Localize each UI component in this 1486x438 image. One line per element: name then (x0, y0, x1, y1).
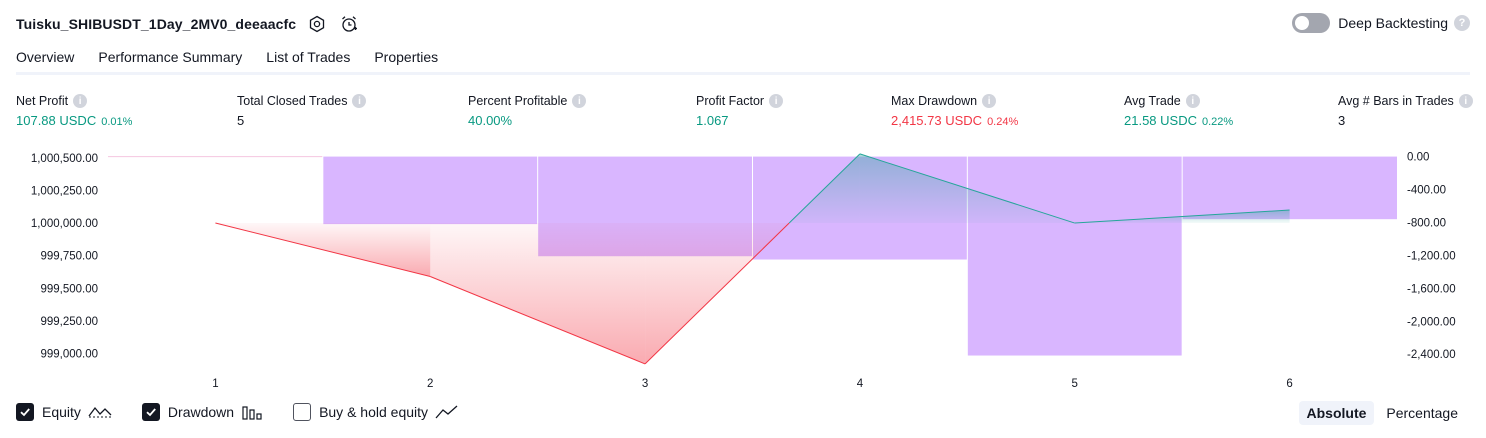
right-axis-tick-label: -1,600.00 (1407, 283, 1456, 295)
legend-label: Drawdown (167, 404, 235, 420)
metric-value: 21.58 USDC (1124, 113, 1197, 128)
equity-line-profit (859, 153, 1075, 224)
metric-avg-trade: Avg Trade i 21.58 USDC 0.22% (1124, 94, 1233, 128)
metric-label: Max Drawdown (891, 94, 978, 108)
right-axis-tick-label: -2,400.00 (1407, 349, 1456, 361)
x-axis-tick-label: 4 (857, 378, 864, 390)
info-icon[interactable]: i (352, 94, 367, 108)
metric-label: Avg # Bars in Trades (1338, 94, 1454, 108)
equity-checkbox[interactable] (16, 403, 34, 421)
left-axis-tick-label: 999,000.00 (40, 348, 98, 360)
equity-line-icon (88, 404, 112, 420)
metric-avg-bars-in-trades: Avg # Bars in Trades i 3 (1338, 94, 1473, 128)
drawdown-checkbox[interactable] (141, 403, 160, 421)
info-icon[interactable]: i (572, 94, 587, 108)
metric-profit-factor: Profit Factor i 1.067 (696, 94, 784, 128)
buy-hold-line-icon (435, 404, 459, 420)
deep-backtesting-toggle[interactable] (1292, 13, 1331, 33)
legend-drawdown[interactable]: Drawdown (141, 403, 263, 421)
legend-equity[interactable]: Equity (16, 403, 112, 421)
x-axis-tick-label: 6 (1286, 378, 1292, 390)
legend-label: Buy & hold equity (319, 404, 429, 420)
metric-percent: 0.22% (1201, 116, 1234, 128)
equity-drawdown-chart[interactable]: 1,000,500.00 1,000,250.00 1,000,000.00 999,… (0, 140, 1486, 395)
metric-value: 5 (237, 113, 245, 128)
deep-backtesting-label: Deep Backtesting (1338, 15, 1448, 31)
metric-value: 3 (1338, 113, 1346, 128)
info-icon[interactable]: i (982, 94, 997, 108)
alarm-add-icon[interactable] (338, 13, 360, 35)
chart-legend: Equity Drawdown Buy & hold equity (16, 403, 489, 421)
legend-buy-hold[interactable]: Buy & hold equity (293, 403, 459, 421)
metric-label: Avg Trade (1124, 94, 1181, 108)
metric-value: 2,415.73 USDC (891, 113, 983, 128)
drawdown-bar (967, 156, 1183, 356)
equity-loss-area (645, 223, 790, 364)
right-axis-tick-label: -800.00 (1407, 217, 1446, 229)
info-icon[interactable]: i (1458, 94, 1473, 108)
right-axis-tick-label: 0.00 (1407, 152, 1429, 164)
info-icon[interactable]: i (769, 94, 784, 108)
strategy-title: Tuisku_SHIBUSDT_1Day_2MV0_deeaacfc (16, 16, 297, 32)
scale-mode-switch: Absolute Percentage (1295, 401, 1467, 425)
x-axis-tick-label: 5 (1072, 378, 1078, 390)
metric-value: 40.00% (468, 113, 513, 128)
help-icon[interactable]: ? (1454, 15, 1470, 31)
metric-label: Net Profit (16, 94, 69, 108)
left-axis-tick-label: 1,000,250.00 (31, 185, 98, 197)
buy-hold-checkbox[interactable] (293, 403, 312, 421)
left-axis-tick-label: 1,000,500.00 (31, 153, 98, 165)
left-axis-tick-label: 999,500.00 (40, 283, 98, 295)
tab-properties[interactable]: Properties (374, 49, 439, 65)
drawdown-bars-icon (241, 404, 263, 420)
toggle-knob (1295, 16, 1310, 30)
tab-overview[interactable]: Overview (16, 48, 75, 75)
tab-bar: Overview Performance Summary List of Tra… (16, 48, 462, 75)
settings-icon[interactable] (306, 13, 328, 35)
metric-percent: 0.01% (101, 116, 133, 128)
metric-total-closed-trades: Total Closed Trades i 5 (237, 94, 367, 128)
metric-label: Percent Profitable (468, 94, 568, 108)
tab-list-of-trades[interactable]: List of Trades (266, 49, 351, 65)
info-icon[interactable]: i (1185, 94, 1200, 108)
deep-backtesting: Deep Backtesting ? (1292, 13, 1470, 33)
tab-divider (16, 72, 1470, 75)
x-axis-tick-label: 1 (212, 378, 218, 390)
left-axis-tick-label: 999,250.00 (40, 316, 98, 328)
x-axis-tick-label: 2 (427, 378, 433, 390)
metric-value: 107.88 USDC (16, 113, 97, 128)
left-axis-tick-label: 1,000,000.00 (31, 218, 98, 230)
drawdown-bar (322, 156, 538, 225)
equity-line-loss (430, 276, 646, 365)
strategy-header: Tuisku_SHIBUSDT_1Day_2MV0_deeaacfc (16, 12, 360, 36)
drawdown-bar (1182, 156, 1397, 220)
metric-net-profit: Net Profit i 107.88 USDC 0.01% (16, 94, 132, 128)
absolute-mode-button[interactable]: Absolute (1298, 401, 1375, 425)
metric-percent: 0.24% (987, 116, 1019, 128)
percentage-mode-button[interactable]: Percentage (1386, 405, 1458, 421)
equity-loss-area (430, 223, 646, 364)
equity-line-loss (644, 222, 790, 365)
x-axis-tick-label: 3 (642, 378, 648, 390)
metric-max-drawdown: Max Drawdown i 2,415.73 USDC 0.24% (891, 94, 1018, 128)
info-icon[interactable]: i (73, 94, 88, 108)
right-axis-tick-label: -400.00 (1407, 185, 1446, 197)
metric-percent-profitable: Percent Profitable i 40.00% (468, 94, 587, 128)
legend-label: Equity (42, 404, 81, 420)
metric-label: Total Closed Trades (237, 94, 348, 108)
metric-value: 1.067 (696, 113, 729, 128)
right-axis-tick-label: -2,000.00 (1407, 316, 1456, 328)
left-axis-tick-label: 999,750.00 (40, 251, 98, 263)
equity-line-profit (1074, 209, 1290, 224)
right-axis-tick-label: -1,200.00 (1407, 250, 1456, 262)
equity-line-profit (788, 153, 861, 224)
tab-performance-summary[interactable]: Performance Summary (98, 49, 243, 65)
metric-label: Profit Factor (696, 94, 765, 108)
equity-line-loss (215, 222, 431, 278)
